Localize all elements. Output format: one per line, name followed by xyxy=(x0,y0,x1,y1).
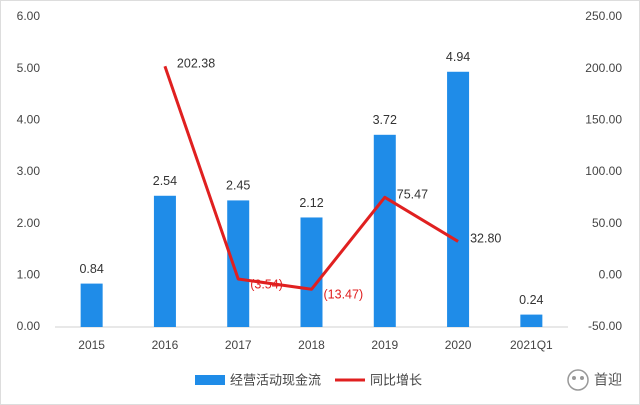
y2-tick-label: 100.00 xyxy=(585,164,622,178)
y2-tick-label: 150.00 xyxy=(585,113,622,127)
y2-tick-label: 50.00 xyxy=(592,216,622,230)
line xyxy=(163,65,459,291)
x-tick-label: 2019 xyxy=(371,338,398,352)
y-tick-label: 0.00 xyxy=(17,319,41,333)
x-tick-label: 2015 xyxy=(78,338,105,352)
legend-label: 同比增长 xyxy=(370,372,422,387)
y2-tick-label: 250.00 xyxy=(585,9,622,23)
x-tick-label: 2018 xyxy=(298,338,325,352)
bar-value-label: 2.54 xyxy=(153,174,177,188)
y-tick-label: 1.00 xyxy=(17,268,41,282)
y-tick-label: 5.00 xyxy=(17,61,41,75)
bar xyxy=(520,314,543,327)
bar xyxy=(300,217,323,327)
legend-label: 经营活动现金流 xyxy=(230,372,321,387)
bar xyxy=(80,283,103,327)
y-tick-label: 2.00 xyxy=(17,216,41,230)
bar-value-label: 2.45 xyxy=(226,179,250,193)
x-tick-label: 2017 xyxy=(225,338,252,352)
bar xyxy=(373,134,396,327)
y2-tick-label: 0.00 xyxy=(599,268,623,282)
line-value-label: 202.38 xyxy=(177,57,215,71)
x-tick-label: 2021Q1 xyxy=(510,338,553,352)
bar-value-label: 0.84 xyxy=(79,262,103,276)
line-value-label: (13.47) xyxy=(324,288,364,302)
x-tick-label: 2016 xyxy=(152,338,179,352)
x-tick-label: 2020 xyxy=(445,338,472,352)
bar-value-label: 0.24 xyxy=(519,293,543,307)
bar xyxy=(447,71,470,328)
bar-value-label: 2.12 xyxy=(299,196,323,210)
line-value-label: (3.54) xyxy=(250,277,283,291)
watermark-logo xyxy=(567,369,589,391)
bar-value-label: 3.72 xyxy=(373,113,397,127)
legend-swatch xyxy=(195,375,225,385)
y-tick-label: 3.00 xyxy=(17,164,41,178)
bar xyxy=(227,200,250,327)
y-tick-label: 4.00 xyxy=(17,113,41,127)
bar xyxy=(153,195,176,327)
line-value-label: 32.80 xyxy=(470,232,501,246)
line-value-label: 75.47 xyxy=(397,188,428,202)
y2-tick-label: -50.00 xyxy=(588,319,622,333)
y-tick-label: 6.00 xyxy=(17,9,41,23)
watermark: 首迎 xyxy=(594,372,622,388)
y2-tick-label: 200.00 xyxy=(585,61,622,75)
bar-value-label: 4.94 xyxy=(446,50,470,64)
